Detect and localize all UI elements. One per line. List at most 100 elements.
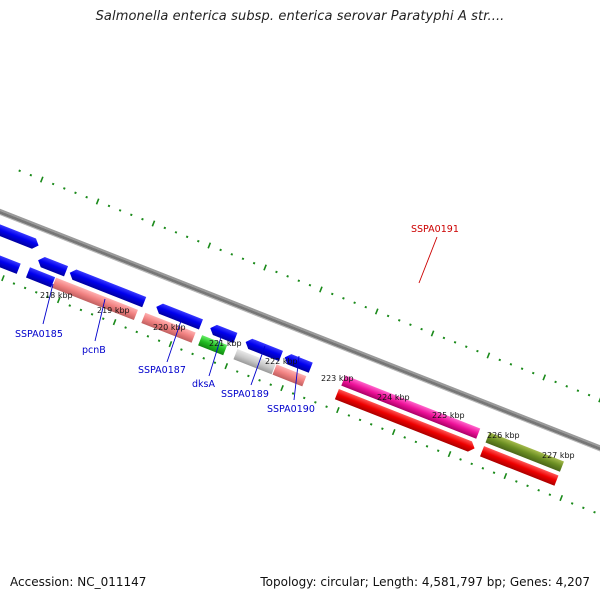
minor-tick xyxy=(537,488,540,492)
label-sspa0191: SSPA0191 xyxy=(411,224,459,235)
feature-green-dksa xyxy=(198,335,228,356)
minor-tick xyxy=(174,231,178,234)
minor-tick xyxy=(185,235,189,239)
outer-tick-ring xyxy=(18,169,600,403)
minor-tick xyxy=(63,187,66,190)
minor-tick xyxy=(230,253,234,256)
minor-tick xyxy=(442,336,446,340)
major-tick xyxy=(374,308,379,315)
minor-tick xyxy=(180,348,183,351)
minor-tick xyxy=(347,414,351,417)
feature-red-right xyxy=(480,446,559,486)
major-tick xyxy=(391,428,396,436)
minor-tick xyxy=(397,319,401,322)
minor-tick xyxy=(269,383,273,387)
minor-tick xyxy=(386,314,390,318)
minor-tick xyxy=(286,275,289,278)
gene-arrow-blue-5 xyxy=(210,324,238,344)
minor-tick xyxy=(308,283,312,287)
minor-tick xyxy=(425,444,429,448)
minor-tick xyxy=(515,480,518,483)
tick-labels: 218 kbp 219 kbp 220 kbp 221 kbp 222 kbp … xyxy=(40,291,575,460)
minor-tick xyxy=(526,484,529,488)
label-dksa: dksA xyxy=(192,379,215,390)
inner-tick-ring xyxy=(1,275,596,514)
minor-tick xyxy=(23,286,27,290)
minor-tick xyxy=(576,389,580,392)
label-sspa0185: SSPA0185 xyxy=(15,329,63,340)
minor-tick xyxy=(130,213,133,217)
minor-tick xyxy=(297,279,301,283)
minor-tick xyxy=(459,458,462,461)
genome-summary-text: Topology: circular; Length: 4,581,797 bp… xyxy=(260,575,590,589)
major-tick xyxy=(168,341,173,348)
minor-tick xyxy=(213,361,217,365)
minor-tick xyxy=(420,327,423,331)
tick-label-223: 223 kbp xyxy=(321,374,354,383)
major-tick xyxy=(207,242,212,249)
genome-backbone xyxy=(0,205,600,490)
gene-labels: SSPA0185 pcnB SSPA0187 dksA SSPA0189 SSP… xyxy=(15,224,459,415)
minor-tick xyxy=(531,371,535,375)
minor-tick xyxy=(582,506,585,510)
major-tick xyxy=(486,352,491,359)
minor-tick xyxy=(79,308,83,312)
major-tick xyxy=(559,494,564,502)
label-sspa0190: SSPA0190 xyxy=(267,404,315,415)
major-tick xyxy=(56,297,61,304)
map-title: Salmonella enterica subsp. enterica sero… xyxy=(95,9,505,24)
accession-text: Accession: NC_011147 xyxy=(10,575,147,589)
major-tick xyxy=(542,374,547,381)
minor-tick xyxy=(258,379,261,382)
gene-arrow-blue-2 xyxy=(38,257,69,277)
major-tick xyxy=(280,385,284,392)
label-sspa0189: SSPA0189 xyxy=(221,389,269,400)
minor-tick xyxy=(247,374,250,378)
minor-tick xyxy=(12,282,16,285)
minor-tick xyxy=(219,248,222,252)
minor-tick xyxy=(414,440,418,444)
major-tick xyxy=(336,407,340,414)
gene-arrow-blue-4 xyxy=(156,303,203,330)
feature-salmon-pcnb xyxy=(52,277,138,321)
tick-label-219: 219 kbp xyxy=(97,306,130,315)
major-tick xyxy=(447,450,452,458)
tick-label-225: 225 kbp xyxy=(432,411,465,420)
minor-tick xyxy=(364,305,368,309)
minor-tick xyxy=(202,357,206,360)
minor-tick xyxy=(191,352,194,356)
major-tick xyxy=(95,198,100,205)
feature-grey-sspa0189 xyxy=(233,349,276,375)
minor-tick xyxy=(101,317,105,321)
minor-tick xyxy=(403,436,407,439)
minor-tick xyxy=(135,330,139,334)
major-tick xyxy=(263,264,267,271)
gene-arrow-blue-6 xyxy=(245,338,283,362)
minor-tick xyxy=(90,313,94,316)
minor-tick xyxy=(330,292,334,296)
minor-tick xyxy=(509,363,513,366)
minor-tick xyxy=(163,226,167,230)
minor-tick xyxy=(464,345,468,349)
minor-tick xyxy=(470,462,473,466)
major-tick xyxy=(430,330,435,337)
minor-tick xyxy=(275,270,278,274)
tick-label-227: 227 kbp xyxy=(542,451,575,460)
minor-tick xyxy=(34,291,38,294)
tick-label-218: 218 kbp xyxy=(40,291,73,300)
minor-tick xyxy=(146,335,150,338)
tick-label-220: 220 kbp xyxy=(153,323,186,332)
minor-tick xyxy=(29,173,33,177)
minor-tick xyxy=(291,392,295,395)
minor-tick xyxy=(252,261,256,265)
minor-tick xyxy=(85,195,88,199)
feature-red-sspa0191 xyxy=(334,388,475,452)
minor-tick xyxy=(68,304,72,307)
label-leaders xyxy=(42,236,438,401)
major-tick xyxy=(151,220,156,227)
feature-salmon-sspa0187 xyxy=(141,312,196,343)
minor-tick xyxy=(314,400,317,404)
minor-tick xyxy=(353,301,356,305)
minor-tick xyxy=(409,323,412,327)
tick-label-222: 222 kbp xyxy=(265,357,298,366)
